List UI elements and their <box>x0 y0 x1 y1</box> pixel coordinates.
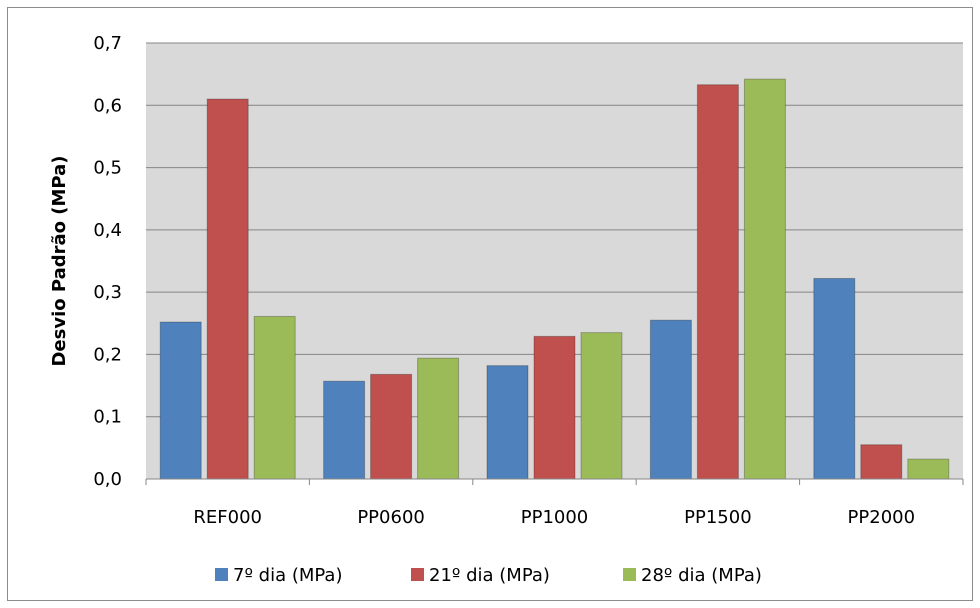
legend-label: 21º dia (MPa) <box>429 565 550 586</box>
x-tick-marks <box>145 479 964 485</box>
bar-REF000-series-2 <box>206 98 249 480</box>
category-label: PP2000 <box>848 507 916 528</box>
bar-REF000-series-1 <box>159 321 202 480</box>
y-tick-label: 0,5 <box>93 158 122 179</box>
y-tick-label: 0,1 <box>93 407 122 428</box>
legend: 7º dia (MPa) 21º dia (MPa) 28º dia (MPa) <box>215 565 762 586</box>
bar-PP2000-series-2 <box>860 444 903 480</box>
legend-swatch <box>623 568 636 581</box>
legend-item: 28º dia (MPa) <box>623 565 762 586</box>
bar-PP0600-series-3 <box>417 357 460 480</box>
category-label: REF000 <box>193 507 262 528</box>
legend-swatch <box>411 568 424 581</box>
y-tick-label: 0,6 <box>93 95 122 116</box>
y-tick-label: 0,4 <box>93 220 122 241</box>
bar-PP1000-series-1 <box>486 365 529 480</box>
y-tick-label: 0,3 <box>93 282 122 303</box>
legend-label: 28º dia (MPa) <box>641 565 762 586</box>
legend-item: 7º dia (MPa) <box>215 565 343 586</box>
legend-swatch <box>215 568 228 581</box>
bar-PP0600-series-1 <box>323 380 366 480</box>
bar-REF000-series-3 <box>253 315 296 480</box>
y-axis-label: Desvio Padrão (MPa) <box>49 155 70 366</box>
bar-PP1000-series-3 <box>580 332 623 480</box>
legend-label: 7º dia (MPa) <box>233 565 343 586</box>
category-labels: REF000 PP0600 PP1000 PP1500 PP2000 <box>193 507 915 528</box>
legend-item: 21º dia (MPa) <box>411 565 550 586</box>
bar-PP1500-series-2 <box>696 84 739 480</box>
bar-PP0600-series-2 <box>370 373 413 480</box>
y-tick-labels: 0,0 0,1 0,2 0,3 0,4 0,5 0,6 0,7 <box>93 33 122 490</box>
bar-PP1500-series-3 <box>743 78 786 480</box>
y-tick-label: 0,7 <box>93 33 122 54</box>
bar-PP2000-series-3 <box>907 458 950 480</box>
category-label: PP1500 <box>684 507 752 528</box>
category-label: PP1000 <box>521 507 589 528</box>
bar-PP2000-series-1 <box>813 277 856 480</box>
category-label: PP0600 <box>357 507 425 528</box>
bar-PP1000-series-2 <box>533 335 576 480</box>
y-tick-label: 0,2 <box>93 344 122 365</box>
bar-PP1500-series-1 <box>649 319 692 480</box>
y-tick-label: 0,0 <box>93 469 122 490</box>
